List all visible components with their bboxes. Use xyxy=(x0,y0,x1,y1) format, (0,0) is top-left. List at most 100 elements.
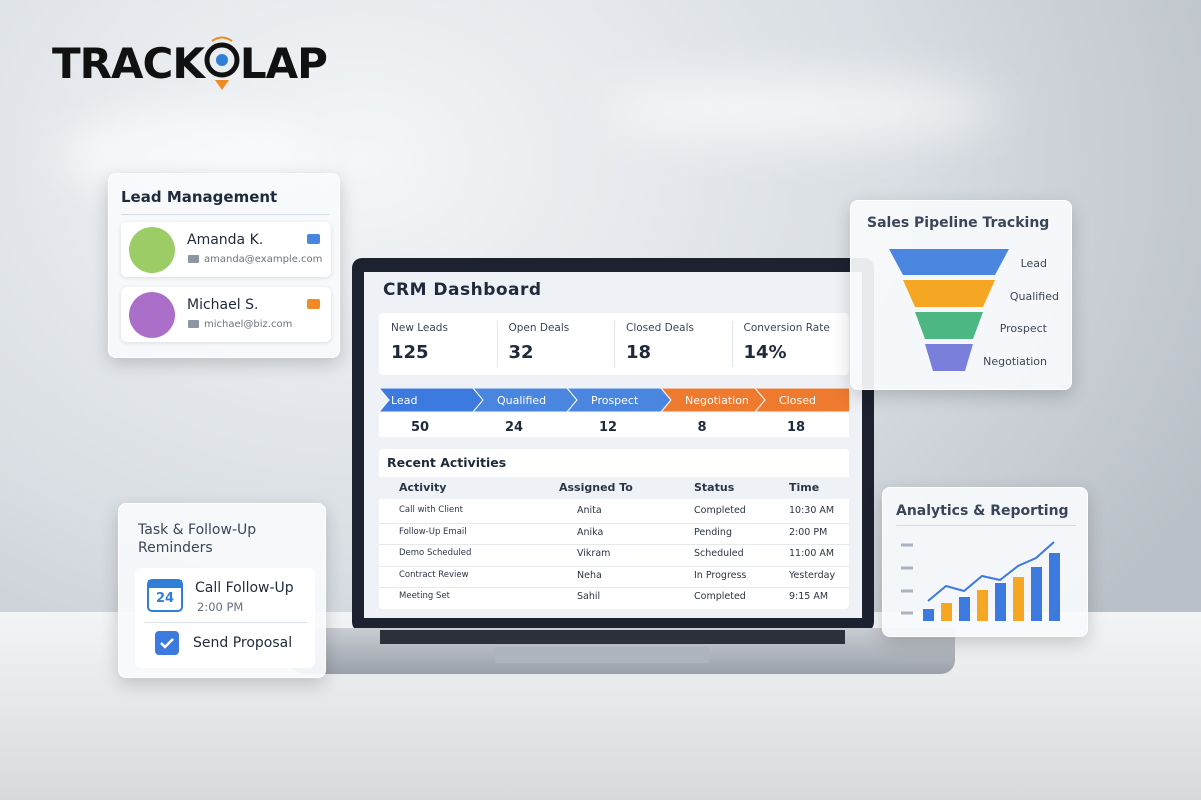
table-cell: Follow-Up Email xyxy=(399,526,467,537)
pipeline: Lead 50 Qualified 24 Prospect 12 Negotiation 8 C… xyxy=(379,388,849,437)
logo-text: LAP xyxy=(239,38,328,88)
row-divider xyxy=(379,522,849,524)
panel-title: Recent Activities xyxy=(387,455,507,470)
tasks-card: Task & Follow-Up Reminders 24 Call Follo… xyxy=(118,503,326,678)
table-cell: 10:30 AM xyxy=(789,505,835,516)
divider xyxy=(496,321,498,367)
funnel xyxy=(889,249,1009,371)
mail-icon xyxy=(188,320,199,328)
column-header: Time xyxy=(789,481,820,494)
table-cell: 9:15 AM xyxy=(789,591,829,602)
stat-value: 18 xyxy=(626,342,652,363)
stage-label: Prospect xyxy=(591,394,639,407)
contact-card[interactable]: Amanda K. amanda@example.com xyxy=(121,222,331,277)
dashboard: CRM Dashboard New Leads 125 Open Deals 32 Cl… xyxy=(364,272,862,618)
task-title: Send Proposal xyxy=(193,635,293,651)
column-header: Activity xyxy=(399,481,447,494)
bokeh xyxy=(600,80,1000,140)
card-title: Analytics & Reporting xyxy=(896,503,1069,519)
lead-management-card: Lead Management Amanda K. amanda@example.… xyxy=(108,173,340,358)
mail-icon xyxy=(188,255,199,263)
table-cell: Scheduled xyxy=(694,548,744,559)
row-divider xyxy=(379,565,849,567)
contact-name: Michael S. xyxy=(187,297,259,313)
table-cell: In Progress xyxy=(694,569,747,581)
contact-card[interactable]: Michael S. michael@biz.com xyxy=(121,287,331,342)
stat-value: 32 xyxy=(508,342,534,363)
card-title: Lead Management xyxy=(121,188,278,206)
stage-label: Closed xyxy=(779,394,816,407)
card-title: Task & Follow-Up Reminders xyxy=(138,522,257,556)
table-cell: Anika xyxy=(577,526,604,538)
calendar-icon xyxy=(147,579,183,612)
contact-email: michael@biz.com xyxy=(204,319,293,330)
funnel-label: Qualified xyxy=(1009,289,1059,303)
divider xyxy=(145,622,307,623)
divider xyxy=(731,321,733,367)
table-cell: Call with Client xyxy=(399,505,463,515)
column-header: Status xyxy=(694,481,735,494)
table-cell: Vikram xyxy=(577,548,611,559)
stage-count: 8 xyxy=(697,420,706,435)
analytics-chart xyxy=(901,541,1060,621)
task-time: 2:00 PM xyxy=(197,600,244,614)
calendar-day: 24 xyxy=(156,591,175,606)
stage-label: Lead xyxy=(391,394,417,407)
column-header: Assigned To xyxy=(559,481,633,494)
analytics-card: Analytics & Reporting xyxy=(882,487,1088,637)
activities-panel: Recent Activities Activity Assigned To Sta… xyxy=(379,449,849,609)
checkbox-icon[interactable] xyxy=(155,631,179,655)
task-title: Call Follow-Up xyxy=(195,580,294,596)
row-divider xyxy=(379,587,849,588)
stage-count: 24 xyxy=(505,420,523,435)
stage-count: 50 xyxy=(411,420,429,435)
table-cell: Demo Scheduled xyxy=(399,548,472,558)
table-cell: Anita xyxy=(577,505,602,516)
counts-row xyxy=(379,413,849,437)
row-divider xyxy=(379,544,849,545)
table-cell: Sahil xyxy=(577,591,601,602)
message-icon[interactable] xyxy=(307,299,320,309)
stage-count: 12 xyxy=(599,420,617,435)
divider xyxy=(614,321,615,367)
stat-value: 14% xyxy=(743,342,787,363)
table-cell: Completed xyxy=(694,505,746,516)
table-cell: Pending xyxy=(694,526,732,538)
avatar xyxy=(129,227,175,273)
keyboard xyxy=(380,630,845,644)
table-cell: 2:00 PM xyxy=(789,526,828,538)
logo-text: TRACK xyxy=(52,38,205,88)
logo-icon xyxy=(204,36,240,90)
avatar xyxy=(129,292,175,338)
stat-value: 125 xyxy=(391,342,429,363)
funnel-label: Lead xyxy=(1020,257,1047,270)
stage-label: Qualified xyxy=(497,394,546,407)
sales-pipeline-card: Sales Pipeline Tracking Lead Qualified Pro… xyxy=(850,200,1072,390)
funnel-label: Prospect xyxy=(999,322,1047,335)
stage-label: Negotiation xyxy=(685,394,749,407)
table-cell: Neha xyxy=(577,569,602,581)
stat-label: Open Deals xyxy=(508,322,570,334)
stage-count: 18 xyxy=(787,420,805,435)
card-title: Sales Pipeline Tracking xyxy=(867,215,1050,231)
contact-name: Amanda K. xyxy=(187,232,264,248)
table-cell: Completed xyxy=(694,591,746,602)
divider xyxy=(896,525,1076,526)
table-cell: 11:00 AM xyxy=(789,548,835,559)
stats-panel: New Leads 125 Open Deals 32 Closed Deals 18 Co… xyxy=(379,313,849,375)
dashboard-title: CRM Dashboard xyxy=(383,280,542,300)
table-header xyxy=(379,477,849,499)
table-cell: Meeting Set xyxy=(399,591,450,601)
funnel-label: Negotiation xyxy=(983,354,1047,368)
table-cell: Contract Review xyxy=(399,569,469,580)
logo: TRACK LAP xyxy=(52,36,328,90)
pipeline-stage xyxy=(753,388,849,413)
message-icon[interactable] xyxy=(307,234,320,244)
divider xyxy=(121,214,329,215)
stat-label: Conversion Rate xyxy=(743,322,830,334)
stat-label: Closed Deals xyxy=(626,322,694,334)
contact-email: amanda@example.com xyxy=(204,254,323,265)
stat-label: New Leads xyxy=(391,322,448,334)
